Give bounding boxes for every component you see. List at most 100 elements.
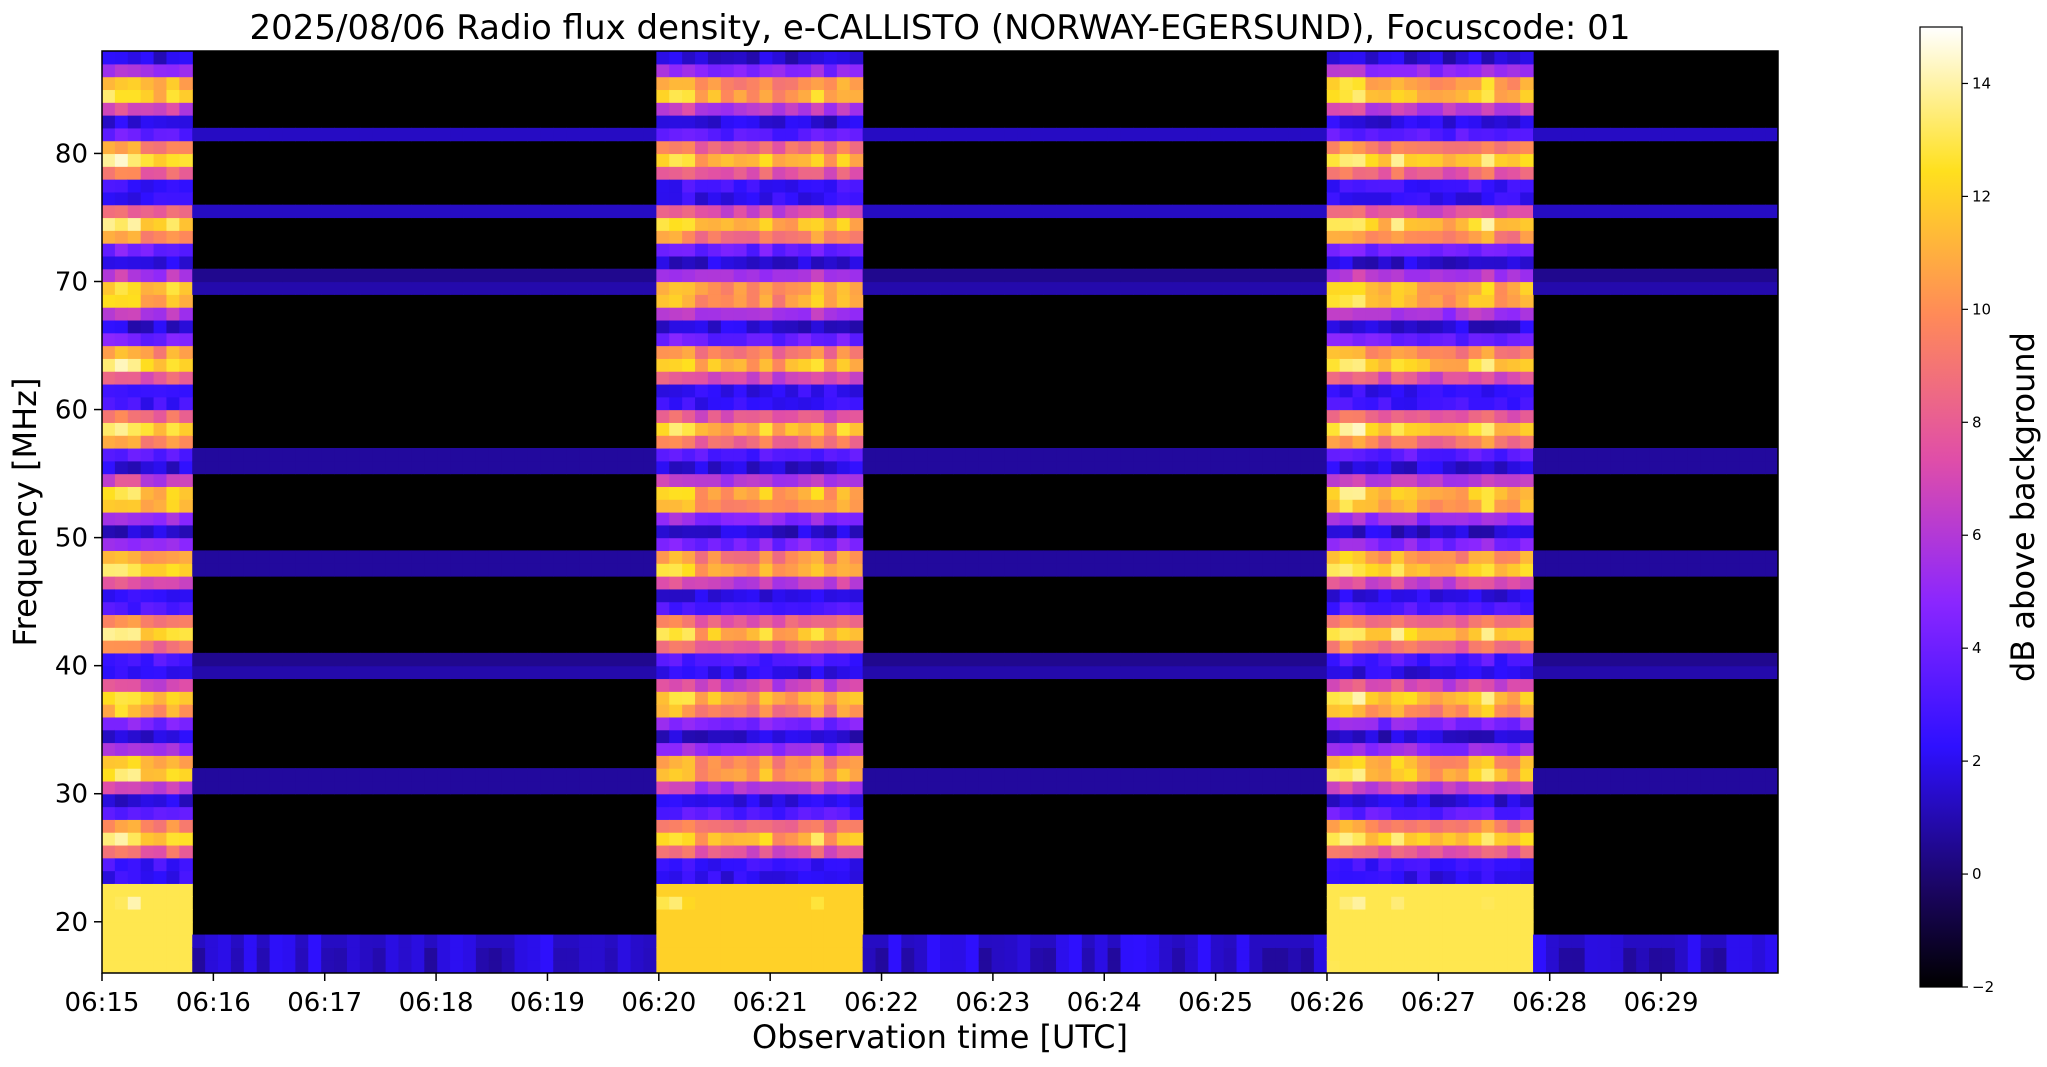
heatmap-cell [656, 447, 670, 462]
heatmap-cell [179, 908, 193, 923]
heatmap-cell [1404, 512, 1418, 526]
heatmap-cell [695, 486, 709, 500]
heatmap-cell [811, 255, 825, 270]
heatmap-cell [1661, 268, 1676, 283]
heatmap-cell [424, 460, 438, 475]
heatmap-cell [1481, 832, 1495, 846]
heatmap-cell [1404, 908, 1418, 923]
heatmap-cell [140, 383, 155, 398]
heatmap-cell [798, 768, 812, 782]
heatmap-cell [849, 665, 864, 680]
heatmap-cell [346, 780, 361, 795]
heatmap-cell [1468, 179, 1483, 193]
heatmap-cell [1610, 652, 1624, 667]
heatmap-cell [1507, 268, 1521, 283]
heatmap-cell [785, 127, 799, 142]
heatmap-cell [1017, 947, 1031, 961]
heatmap-cell [1507, 588, 1521, 603]
heatmap-cell [424, 447, 438, 462]
heatmap-cell [720, 166, 735, 180]
heatmap-cell [682, 166, 696, 180]
heatmap-cell [1030, 550, 1044, 564]
heatmap-cell [733, 307, 748, 321]
heatmap-cell [1442, 499, 1457, 513]
heatmap-cell [553, 665, 567, 680]
heatmap-cell [746, 640, 761, 654]
heatmap-cell [604, 780, 619, 795]
heatmap-cell [823, 140, 838, 155]
heatmap-cell [656, 652, 670, 667]
heatmap-cell [140, 409, 155, 423]
heatmap-cell [1429, 844, 1444, 859]
heatmap-cell [127, 332, 142, 347]
heatmap-cell [695, 319, 709, 334]
heatmap-cell [527, 780, 541, 795]
heatmap-cell [1197, 780, 1212, 795]
heatmap-cell [398, 204, 413, 219]
heatmap-cell [849, 166, 864, 180]
heatmap-cell [1378, 729, 1392, 744]
heatmap-cell [1481, 102, 1495, 116]
heatmap-cell [1623, 947, 1637, 961]
heatmap-cell [772, 153, 786, 167]
heatmap-cell [836, 550, 851, 564]
heatmap-cell [952, 460, 967, 475]
heatmap-cell [1623, 460, 1637, 475]
heatmap-cell [591, 563, 606, 577]
heatmap-cell [1584, 550, 1599, 564]
heatmap-cell [1378, 960, 1392, 973]
heatmap-cell [1455, 499, 1470, 513]
heatmap-cell [1159, 460, 1173, 475]
heatmap-cell [811, 524, 825, 539]
heatmap-cell [114, 857, 129, 872]
heatmap-cell [1494, 883, 1508, 897]
heatmap-cell [269, 550, 284, 564]
y-tick-label: 20 [55, 908, 88, 938]
heatmap-cell [1120, 934, 1134, 948]
heatmap-cell [1610, 127, 1624, 142]
heatmap-cell [849, 652, 864, 667]
heatmap-cell [785, 742, 799, 756]
heatmap-cell [940, 960, 954, 973]
heatmap-cell [1623, 780, 1637, 795]
heatmap-cell [1159, 447, 1173, 462]
heatmap-cell [1352, 601, 1367, 616]
heatmap-cell [153, 960, 168, 973]
heatmap-cell [811, 896, 825, 910]
heatmap-cell [1378, 755, 1392, 769]
heatmap-cell [901, 550, 915, 564]
heatmap-cell [140, 678, 155, 692]
heatmap-cell [140, 947, 155, 961]
heatmap-cell [153, 691, 168, 705]
heatmap-cell [695, 819, 709, 833]
heatmap-cell [1056, 652, 1070, 667]
heatmap-cell [1623, 281, 1637, 295]
heatmap-cell [759, 371, 773, 385]
heatmap-cell [102, 908, 116, 923]
heatmap-cell [1455, 217, 1470, 231]
heatmap-cell [1558, 665, 1573, 680]
heatmap-cell [720, 768, 735, 782]
heatmap-cell [1507, 76, 1521, 91]
heatmap-cell [1429, 255, 1444, 270]
heatmap-cell [1545, 460, 1560, 475]
heatmap-cell [153, 588, 168, 603]
heatmap-cell [127, 294, 142, 308]
heatmap-cell [1468, 89, 1483, 103]
heatmap-cell [153, 76, 168, 91]
heatmap-cell [1365, 307, 1379, 321]
heatmap-cell [849, 524, 864, 539]
heatmap-cell [1442, 460, 1457, 475]
heatmap-cell [321, 780, 335, 795]
heatmap-cell [1120, 281, 1134, 295]
heatmap-cell [1494, 89, 1508, 103]
heatmap-cell [1481, 614, 1495, 628]
heatmap-cell [1455, 345, 1470, 359]
heatmap-cell [978, 652, 993, 667]
heatmap-cell [746, 832, 761, 846]
heatmap-cell [1610, 665, 1624, 680]
heatmap-cell [707, 243, 722, 257]
heatmap-cell [1017, 768, 1031, 782]
heatmap-cell [1326, 793, 1341, 808]
heatmap-cell [733, 422, 748, 436]
